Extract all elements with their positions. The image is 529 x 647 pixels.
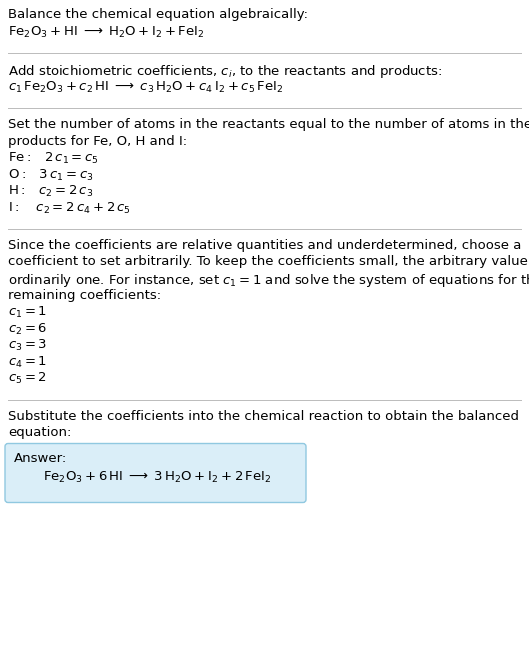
Text: $c_2 = 6$: $c_2 = 6$ (8, 322, 47, 336)
Text: products for Fe, O, H and I:: products for Fe, O, H and I: (8, 135, 187, 148)
Text: equation:: equation: (8, 426, 71, 439)
Text: $c_3 = 3$: $c_3 = 3$ (8, 338, 47, 353)
Text: $\mathrm{I:}\;\;\;\; c_2 = 2\,c_4 + 2\,c_5$: $\mathrm{I:}\;\;\;\; c_2 = 2\,c_4 + 2\,c… (8, 201, 131, 215)
Text: remaining coefficients:: remaining coefficients: (8, 289, 161, 302)
Text: ordinarily one. For instance, set $c_1 = 1$ and solve the system of equations fo: ordinarily one. For instance, set $c_1 =… (8, 272, 529, 289)
Text: $c_1\,\mathrm{Fe_2O_3} + c_2\,\mathrm{HI} \;\longrightarrow\; c_3\,\mathrm{H_2O}: $c_1\,\mathrm{Fe_2O_3} + c_2\,\mathrm{HI… (8, 80, 283, 94)
Text: Balance the chemical equation algebraically:: Balance the chemical equation algebraica… (8, 8, 308, 21)
Text: Since the coefficients are relative quantities and underdetermined, choose a: Since the coefficients are relative quan… (8, 239, 522, 252)
Text: coefficient to set arbitrarily. To keep the coefficients small, the arbitrary va: coefficient to set arbitrarily. To keep … (8, 256, 529, 269)
Text: Add stoichiometric coefficients, $c_i$, to the reactants and products:: Add stoichiometric coefficients, $c_i$, … (8, 63, 442, 80)
Text: Answer:: Answer: (14, 452, 67, 465)
Text: $\mathrm{Fe_2O_3 + HI \;\longrightarrow\; H_2O + I_2 + FeI_2}$: $\mathrm{Fe_2O_3 + HI \;\longrightarrow\… (8, 25, 205, 39)
Text: $\mathrm{Fe:}\;\;\; 2\,c_1 = c_5$: $\mathrm{Fe:}\;\;\; 2\,c_1 = c_5$ (8, 151, 99, 166)
Text: $\mathrm{H:}\;\;\; c_2 = 2\,c_3$: $\mathrm{H:}\;\;\; c_2 = 2\,c_3$ (8, 184, 93, 199)
Text: $\mathrm{Fe_2O_3 + 6\,HI \;\longrightarrow\; 3\,H_2O + I_2 + 2\,FeI_2}$: $\mathrm{Fe_2O_3 + 6\,HI \;\longrightarr… (43, 470, 271, 485)
Text: Substitute the coefficients into the chemical reaction to obtain the balanced: Substitute the coefficients into the che… (8, 410, 519, 422)
FancyBboxPatch shape (5, 443, 306, 503)
Text: $c_1 = 1$: $c_1 = 1$ (8, 305, 47, 320)
Text: $c_5 = 2$: $c_5 = 2$ (8, 371, 47, 386)
Text: Set the number of atoms in the reactants equal to the number of atoms in the: Set the number of atoms in the reactants… (8, 118, 529, 131)
Text: $c_4 = 1$: $c_4 = 1$ (8, 355, 47, 369)
Text: $\mathrm{O:}\;\;\; 3\,c_1 = c_3$: $\mathrm{O:}\;\;\; 3\,c_1 = c_3$ (8, 168, 94, 182)
